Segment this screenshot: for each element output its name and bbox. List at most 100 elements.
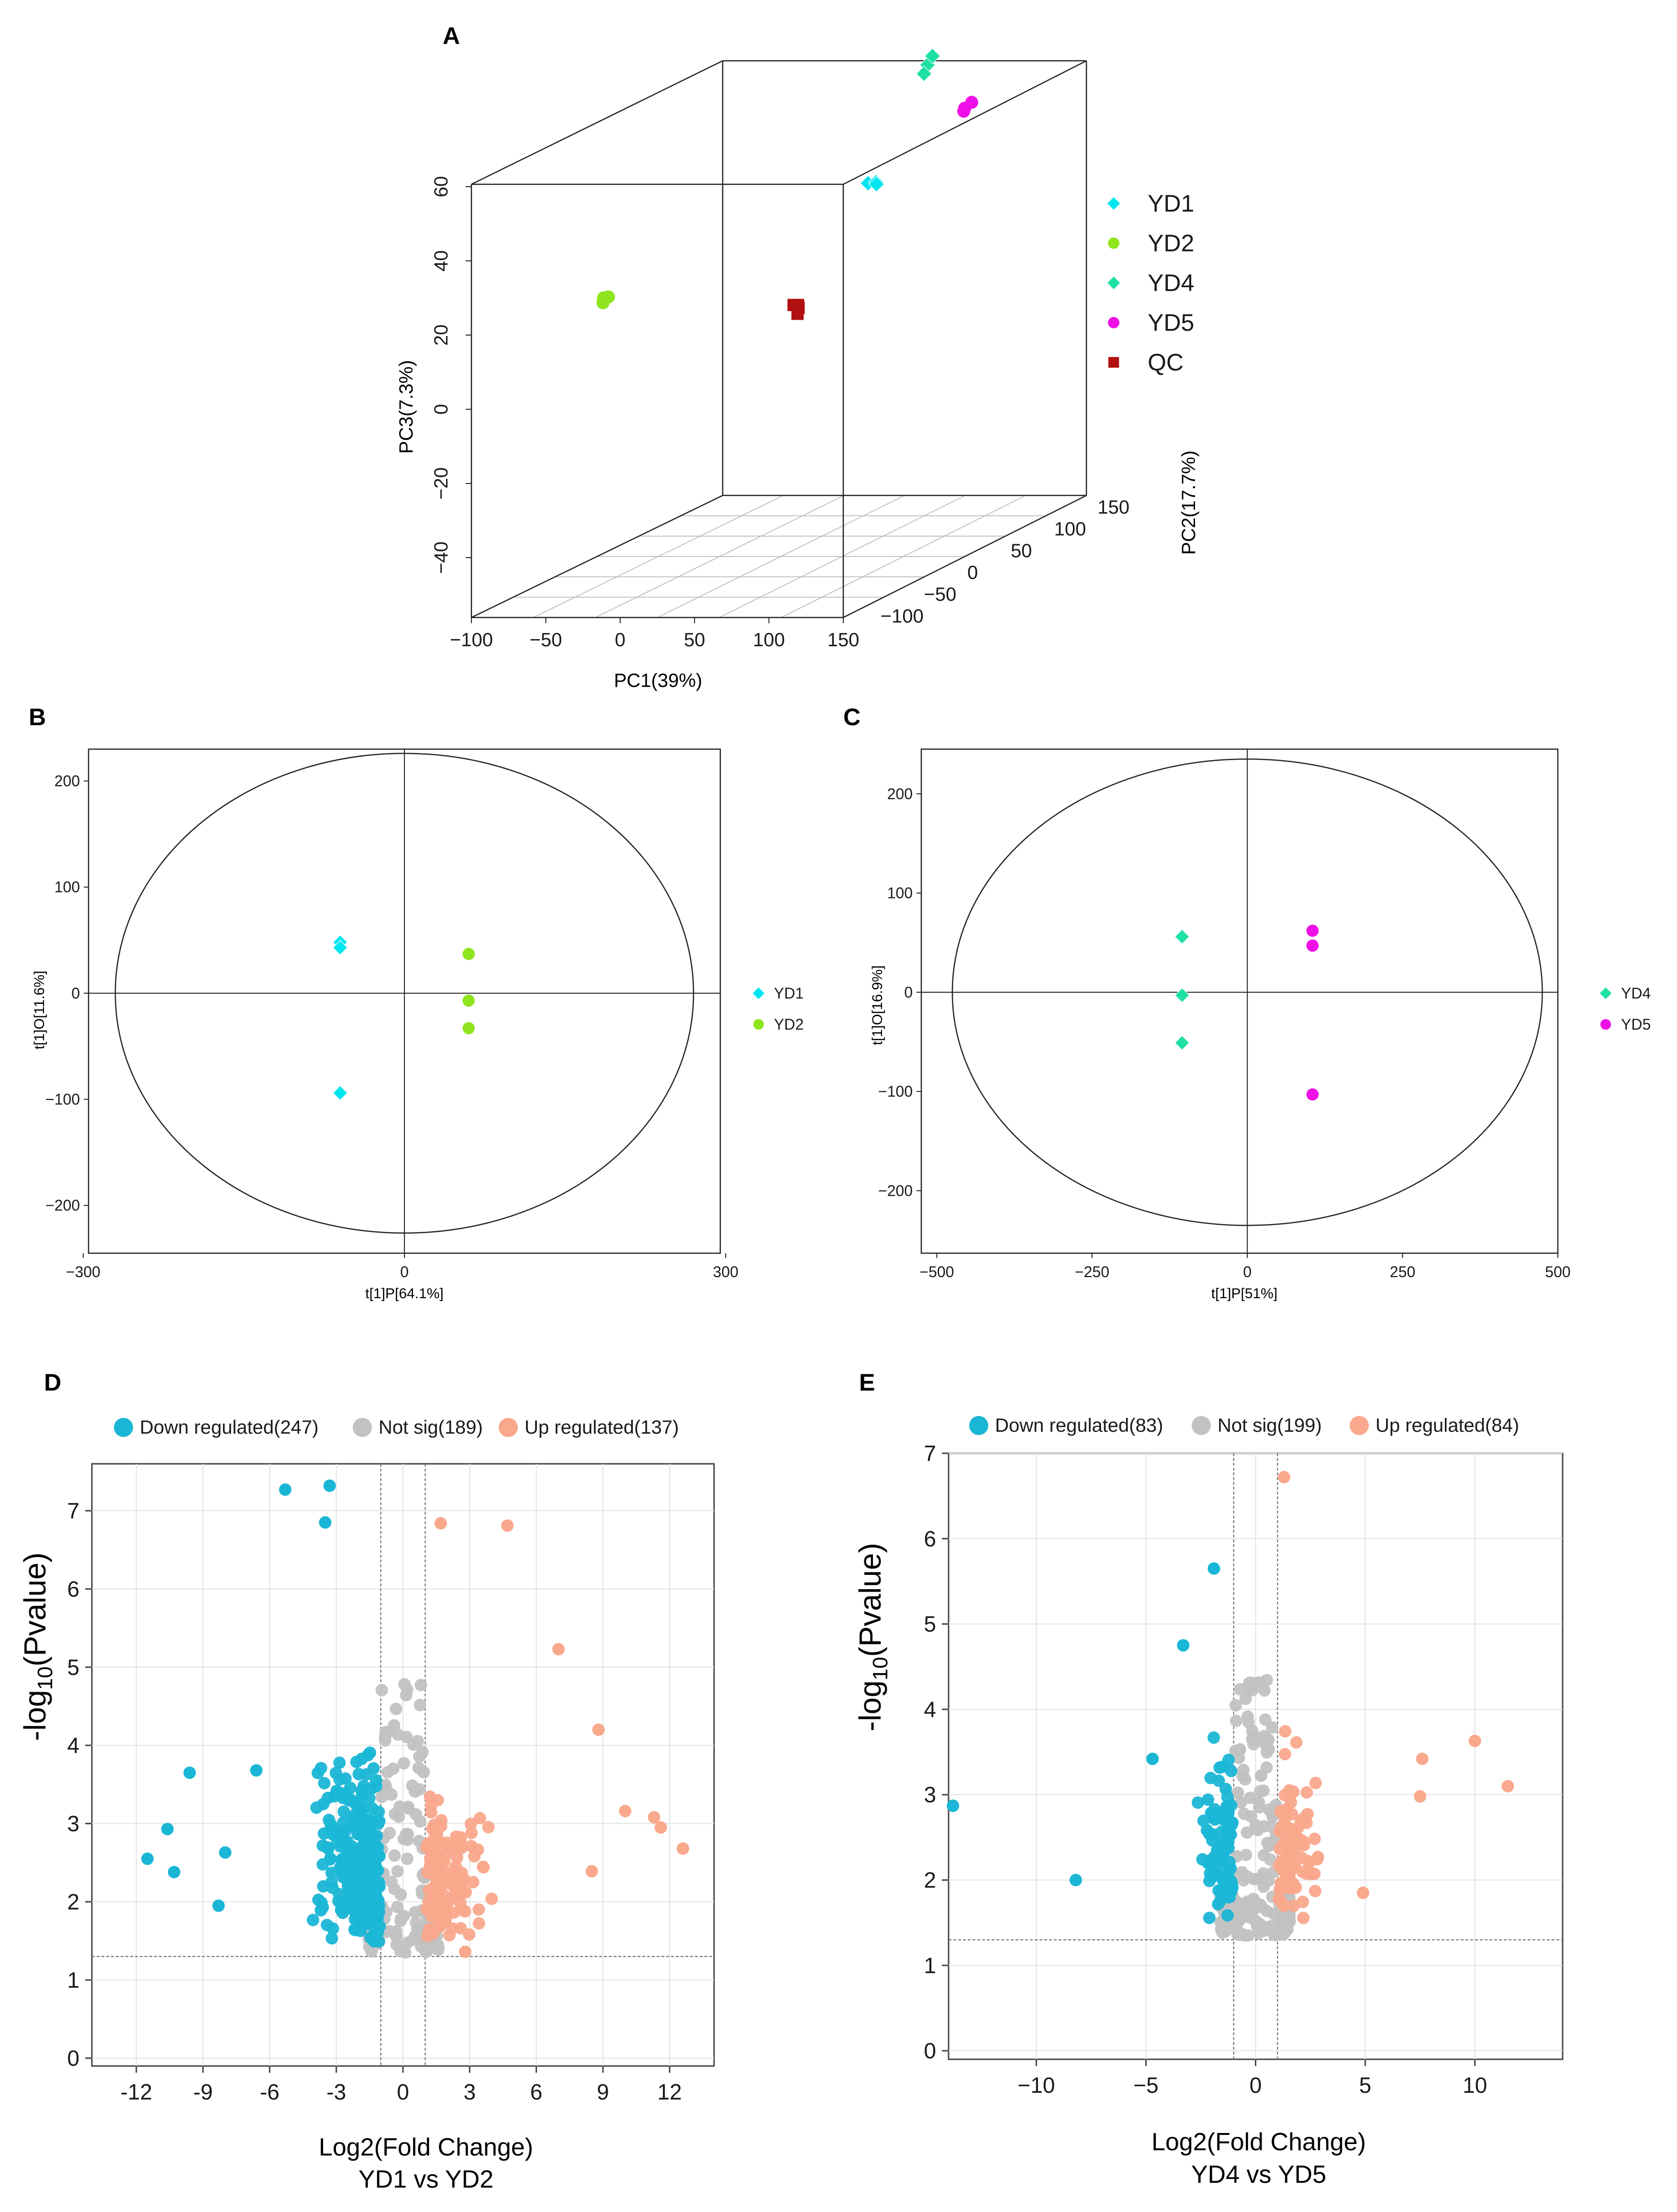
legend-marker-yd4 — [1599, 987, 1612, 1000]
not-sig-point — [388, 1849, 401, 1862]
legend-label: Up regulated(84) — [1375, 1415, 1519, 1436]
legend-label: Down regulated(247) — [140, 1417, 319, 1438]
not-sig-point — [394, 1945, 407, 1958]
sample-point-yd4 — [1174, 1035, 1190, 1051]
legend-marker-qc — [1108, 357, 1119, 368]
up-regulated-point — [468, 1850, 481, 1863]
opls-b-x-axis-label: t[1]P[64.1%] — [365, 1286, 443, 1302]
down-regulated-point — [356, 1788, 369, 1801]
down-regulated-point — [323, 1479, 336, 1492]
x-tick-label: 50 — [684, 629, 705, 651]
down-regulated-point — [319, 1516, 332, 1529]
up-regulated-point — [1278, 1471, 1291, 1483]
up-regulated-point — [648, 1811, 660, 1824]
down-regulated-point — [1221, 1909, 1234, 1922]
pca3d-point-yd4 — [924, 48, 941, 64]
x-tick-label: 500 — [1545, 1263, 1570, 1280]
legend-label: Not sig(189) — [379, 1417, 483, 1438]
not-sig-point — [1260, 1673, 1273, 1686]
panel-c-opls-da: C −500 −250 0 250 500 200 100 0 −100 −200 YD4 YD5 t… — [843, 704, 1651, 1302]
down-regulated-point — [323, 1813, 335, 1826]
legend-label-yd2: YD2 — [774, 1016, 804, 1033]
not-sig-point — [412, 1735, 425, 1748]
up-regulated-point — [1308, 1832, 1321, 1845]
down-regulated-point — [1069, 1874, 1082, 1886]
not-sig-point — [1240, 1849, 1252, 1862]
x-tick-label: -12 — [121, 2079, 152, 2104]
down-regulated-point — [351, 1878, 364, 1891]
up-regulated-point — [473, 1812, 486, 1825]
box-edge — [471, 494, 723, 618]
up-regulated-point — [477, 1861, 490, 1874]
up-regulated-point — [1301, 1808, 1314, 1820]
up-regulated-point — [1311, 1853, 1324, 1866]
up-regulated-point — [439, 1906, 452, 1919]
down-regulated-point — [312, 1766, 324, 1779]
up-regulated-point — [426, 1886, 439, 1898]
not-sig-point — [390, 1930, 403, 1943]
up-regulated-point — [454, 1831, 467, 1844]
up-regulated-point — [1278, 1840, 1291, 1853]
x-tick-label: 0 — [397, 2079, 409, 2104]
legend-marker-yd2 — [1108, 237, 1119, 249]
y-tick-label: −100 — [45, 1091, 80, 1108]
down-regulated-point — [372, 1806, 385, 1819]
pca3d-point-yd5 — [958, 101, 972, 115]
x-tick-label: -6 — [260, 2079, 280, 2104]
not-sig-point — [1230, 1715, 1242, 1728]
not-sig-point — [426, 1941, 439, 1954]
x-tick-label: -9 — [193, 2079, 213, 2104]
down-regulated-point — [367, 1762, 380, 1775]
down-regulated-point — [307, 1914, 320, 1927]
sample-point-yd2 — [462, 994, 475, 1007]
down-regulated-point — [1207, 1731, 1220, 1744]
pca3d-legend: YD1 YD2 YD4 YD5 QC — [1107, 190, 1194, 376]
not-sig-point — [1246, 1724, 1259, 1737]
up-regulated-point — [1279, 1826, 1292, 1839]
not-sig-point — [1241, 1710, 1254, 1723]
legend-marker-yd5 — [1600, 1019, 1611, 1030]
y-tick-label: 0 — [431, 404, 452, 415]
panel-c-label: C — [843, 704, 861, 730]
y-tick-label: 4 — [67, 1733, 79, 1758]
up-regulated-point — [458, 1905, 471, 1918]
down-regulated-point — [325, 1866, 338, 1879]
up-regulated-point — [1309, 1885, 1322, 1898]
x-tick-label: 6 — [530, 2079, 543, 2104]
up-regulated-point — [1297, 1911, 1310, 1924]
legend-label: Not sig(199) — [1218, 1415, 1322, 1436]
y-tick-label: 5 — [67, 1655, 79, 1680]
not-sig-point — [1241, 1870, 1254, 1883]
legend-marker-yd4 — [1107, 276, 1121, 290]
not-sig-point — [413, 1750, 426, 1763]
down-regulated-point — [351, 1899, 364, 1912]
up-regulated-point — [619, 1805, 632, 1818]
volcano-d-y-axis-label: -log10(Pvalue) — [18, 1552, 57, 1741]
not-sig-point — [1251, 1824, 1264, 1837]
not-sig-point — [412, 1762, 425, 1774]
up-regulated-point — [1283, 1784, 1296, 1797]
down-regulated-point — [1197, 1814, 1210, 1827]
x-tick-label: 9 — [597, 2079, 609, 2104]
up-regulated-point — [1501, 1780, 1514, 1793]
legend-marker-yd2 — [753, 1019, 764, 1030]
up-regulated-point — [434, 1517, 447, 1530]
not-sig-point — [1239, 1692, 1252, 1705]
down-regulated-point — [1191, 1796, 1204, 1809]
not-sig-point — [414, 1698, 426, 1711]
y-tick-label: 4 — [924, 1697, 936, 1722]
sample-point-yd5 — [1306, 1088, 1319, 1101]
panel-e-label: E — [859, 1369, 875, 1396]
legend-marker — [499, 1418, 518, 1437]
not-sig-point — [1234, 1899, 1247, 1912]
panel-a-label: A — [443, 22, 460, 49]
pca3d-point-yd1 — [868, 176, 885, 192]
x-tick-label: 0 — [1250, 2073, 1262, 2098]
up-regulated-point — [1357, 1886, 1370, 1899]
y-tick-label: 60 — [431, 176, 452, 198]
up-regulated-point — [426, 1822, 439, 1835]
y-tick-label: 200 — [55, 773, 80, 790]
opls-da-plot-yd1-yd2: −300 0 300 200 100 0 −100 −200 YD1 YD2 — [45, 748, 804, 1280]
x-tick-label: 5 — [1359, 2073, 1372, 2098]
